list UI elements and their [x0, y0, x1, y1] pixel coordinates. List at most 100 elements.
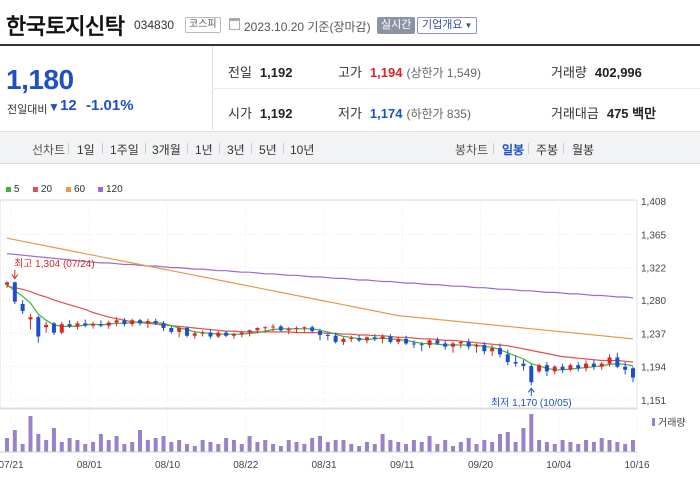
volume-bar	[427, 436, 432, 452]
legend-swatch	[98, 186, 103, 192]
candle-body	[521, 363, 526, 366]
stat-label: 고가	[338, 65, 362, 80]
legend-ma5: 5	[6, 184, 20, 195]
volume-bar	[161, 436, 166, 452]
period-1y[interactable]: 1년	[195, 143, 213, 157]
period-5y[interactable]: 5년	[259, 143, 277, 157]
period-3y[interactable]: 3년	[227, 143, 245, 157]
period-1w[interactable]: 1주일	[110, 143, 139, 157]
candle-weekly[interactable]: 주봉	[536, 143, 559, 157]
candle-body	[184, 327, 189, 336]
candle-body	[91, 324, 96, 326]
stats-grid: 전일 1,192 고가 1,194 (상한가 1,549) 거래량 402,996 시가…	[212, 46, 700, 130]
volume-bar	[411, 440, 416, 452]
candle-body	[271, 326, 276, 328]
candle-body	[419, 344, 424, 346]
volume-bar	[325, 442, 330, 452]
toolbar-separator	[251, 143, 252, 154]
volume-bar	[169, 442, 174, 452]
volume-bar	[505, 432, 510, 452]
candle-body	[12, 282, 17, 302]
x-tick-label: 08/01	[77, 460, 102, 471]
candle-body	[263, 327, 268, 329]
toolbar-separator	[493, 143, 494, 154]
volume-bar	[466, 438, 471, 452]
volume-bar	[130, 442, 135, 452]
candle-body	[51, 323, 56, 333]
x-tick-label: 10/04	[546, 460, 571, 471]
stat-value: 1,192	[259, 106, 293, 121]
candle-body	[224, 332, 229, 336]
volume-bar	[114, 436, 119, 452]
candle-body	[75, 323, 80, 327]
toolbar-separator	[68, 143, 69, 154]
candle-body	[130, 320, 135, 325]
y-tick-label: 1,408	[641, 197, 666, 208]
candle-body	[106, 322, 111, 326]
candle-body	[177, 327, 182, 332]
stat-amount: 거래대금 475 백만	[551, 103, 656, 122]
volume-bar	[5, 438, 9, 452]
volume-bar	[36, 434, 41, 452]
candle-body	[544, 365, 549, 372]
company-info-button[interactable]: 기업개요 ▼	[417, 17, 478, 34]
period-3m[interactable]: 3개월	[152, 143, 181, 157]
legend-label: 5	[14, 184, 20, 195]
volume-bar	[435, 444, 440, 452]
volume-label: 거래량	[658, 417, 686, 429]
volume-bar	[247, 436, 252, 452]
volume-bar	[482, 440, 487, 452]
candle-body	[231, 334, 236, 336]
volume-bar	[20, 444, 25, 452]
volume-bar	[497, 434, 502, 452]
volume-bar	[591, 442, 596, 452]
candle-body	[505, 354, 510, 363]
candle-body	[599, 363, 604, 367]
candle-body	[576, 365, 581, 369]
candle-body	[380, 336, 385, 339]
candle-body	[435, 340, 440, 344]
toolbar-separator	[102, 143, 103, 154]
legend-swatch	[66, 186, 71, 192]
candle-body	[239, 332, 244, 335]
calendar-icon	[229, 18, 240, 30]
legend-ma120: 120	[98, 184, 123, 195]
candle-body	[216, 332, 221, 337]
volume-bar	[51, 428, 56, 452]
volume-bar	[208, 442, 213, 452]
candle-body	[341, 338, 346, 342]
candle-body	[278, 326, 283, 331]
volume-bar	[607, 440, 612, 452]
candle-chart-label[interactable]: 봉차트	[455, 143, 489, 157]
volume-bar	[294, 442, 299, 452]
current-price: 1,180	[6, 64, 74, 95]
volume-bar	[490, 442, 495, 452]
y-tick-label: 1,365	[641, 230, 666, 241]
candle-body	[169, 327, 174, 332]
candle-body	[294, 327, 299, 329]
candle-body	[466, 341, 471, 347]
candle-body	[114, 320, 119, 323]
toolbar-separator	[528, 143, 529, 154]
period-10y[interactable]: 10년	[290, 143, 315, 157]
stat-value: 402,996	[594, 65, 642, 80]
period-1d[interactable]: 1일	[77, 143, 95, 157]
candle-body	[67, 324, 72, 327]
volume-bar	[75, 440, 80, 452]
stock-name: 한국토지신탁	[6, 14, 125, 39]
line-chart-label[interactable]: 선차트	[32, 143, 66, 157]
volume-bar	[451, 446, 456, 452]
realtime-button[interactable]: 실시간	[377, 17, 416, 34]
volume-bar	[631, 440, 635, 452]
stat-value: 1,174	[369, 106, 403, 121]
candle-body	[513, 362, 518, 364]
toolbar-separator	[187, 143, 188, 154]
candle-body	[607, 357, 612, 364]
candle-body	[458, 341, 463, 344]
low-arrow-icon	[527, 387, 535, 396]
stat-value: 1,192	[259, 65, 293, 80]
candle-daily[interactable]: 일봉	[502, 143, 525, 157]
candle-monthly[interactable]: 월봉	[572, 143, 595, 157]
volume-bar	[239, 444, 244, 452]
